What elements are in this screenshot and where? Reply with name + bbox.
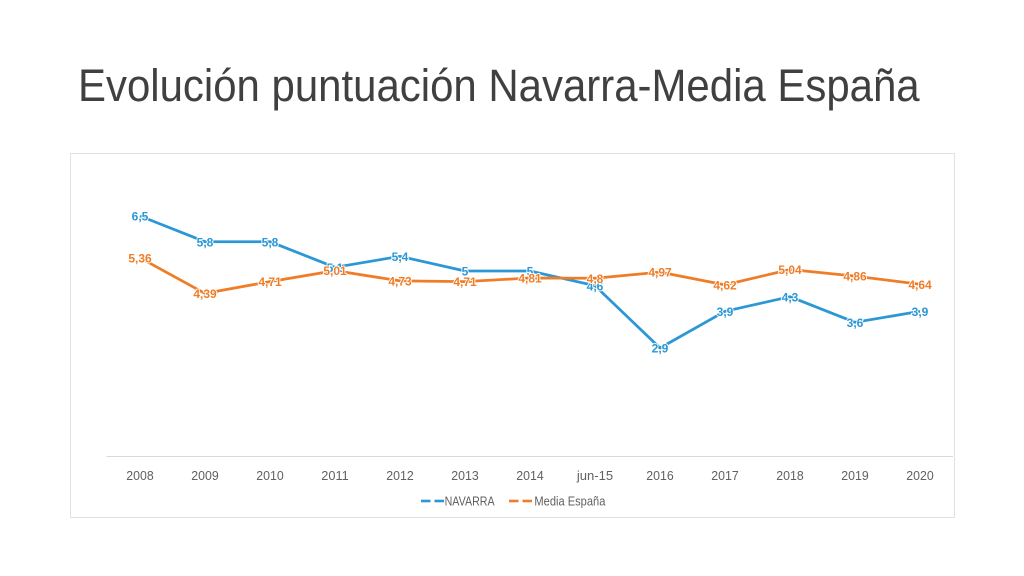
- svg-text:2016: 2016: [646, 468, 673, 483]
- svg-text:2,9: 2,9: [652, 342, 669, 356]
- svg-text:2013: 2013: [451, 468, 478, 483]
- svg-text:4,39: 4,39: [193, 287, 217, 301]
- svg-text:5,36: 5,36: [128, 251, 152, 265]
- svg-text:2012: 2012: [386, 468, 413, 483]
- svg-text:4,6: 4,6: [587, 279, 604, 293]
- svg-text:Media España: Media España: [534, 495, 605, 509]
- svg-text:5: 5: [527, 265, 534, 279]
- svg-text:2020: 2020: [906, 468, 933, 483]
- svg-text:5: 5: [462, 265, 469, 279]
- svg-text:4,62: 4,62: [713, 279, 737, 293]
- svg-text:5,8: 5,8: [197, 235, 214, 249]
- svg-text:3,6: 3,6: [847, 316, 864, 330]
- svg-text:2008: 2008: [126, 468, 153, 483]
- svg-text:5,04: 5,04: [778, 263, 802, 277]
- svg-text:2019: 2019: [841, 468, 868, 483]
- svg-text:4,97: 4,97: [648, 266, 672, 280]
- svg-text:5,1: 5,1: [327, 261, 344, 275]
- svg-text:jun-15: jun-15: [576, 468, 613, 483]
- svg-text:3,9: 3,9: [912, 305, 929, 319]
- svg-text:4,64: 4,64: [908, 278, 932, 292]
- svg-text:3,9: 3,9: [717, 305, 734, 319]
- svg-text:2009: 2009: [191, 468, 218, 483]
- svg-text:5,8: 5,8: [262, 235, 279, 249]
- svg-text:4,71: 4,71: [453, 275, 477, 289]
- svg-text:2018: 2018: [776, 468, 803, 483]
- svg-text:6,5: 6,5: [132, 210, 149, 224]
- svg-text:4,73: 4,73: [388, 275, 412, 289]
- svg-text:NAVARRA: NAVARRA: [445, 495, 496, 509]
- svg-text:2017: 2017: [711, 468, 738, 483]
- svg-text:5,01: 5,01: [323, 264, 347, 278]
- svg-text:4,86: 4,86: [843, 270, 867, 284]
- svg-text:5,4: 5,4: [392, 250, 409, 264]
- svg-text:2011: 2011: [321, 468, 348, 483]
- svg-text:4,71: 4,71: [258, 275, 282, 289]
- svg-text:4,81: 4,81: [518, 272, 542, 286]
- svg-text:4,8: 4,8: [587, 272, 604, 286]
- svg-text:2010: 2010: [256, 468, 283, 483]
- svg-text:2014: 2014: [516, 468, 543, 483]
- svg-text:4,3: 4,3: [782, 290, 799, 304]
